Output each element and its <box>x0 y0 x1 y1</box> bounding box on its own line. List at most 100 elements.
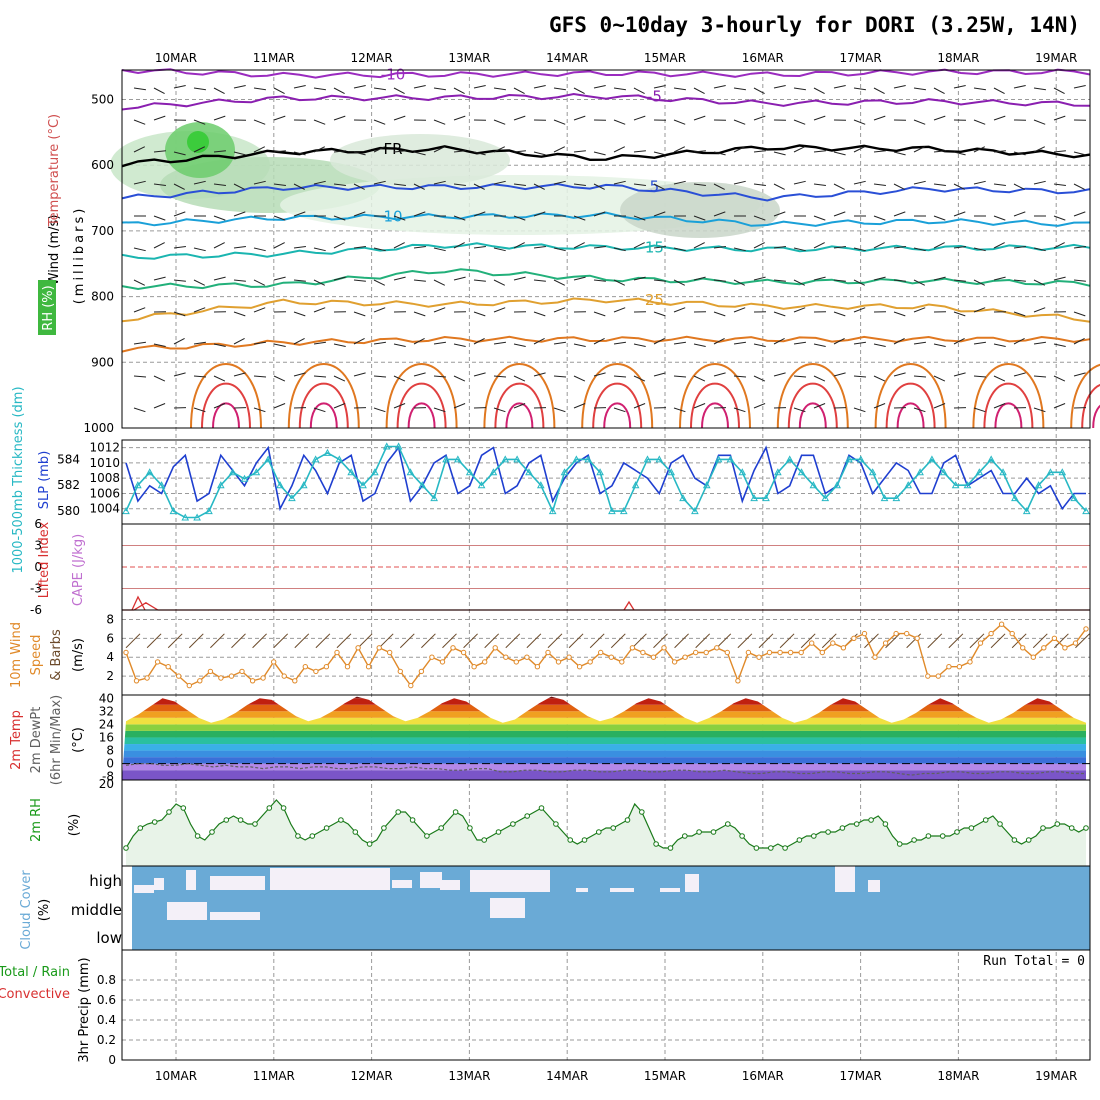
rh-point <box>925 833 932 839</box>
temp-contour-label: -5 <box>647 87 662 105</box>
wind-barb <box>293 246 306 249</box>
wind-barb <box>293 211 306 217</box>
wind-barb <box>673 307 686 313</box>
wind-barb <box>933 87 945 95</box>
temp-tick: 16 <box>99 731 114 745</box>
wind10m-point <box>207 668 214 675</box>
wind-barb <box>313 279 326 286</box>
wind-barb <box>793 87 806 91</box>
wind-barb <box>873 375 886 382</box>
temp-contour-label: 15 <box>645 238 664 256</box>
wind-barb <box>453 276 466 281</box>
thickness-point <box>216 481 225 489</box>
wind10m-barb <box>632 633 647 649</box>
rh-point <box>252 821 258 827</box>
wind-barb <box>933 183 946 186</box>
wind-barb <box>1053 276 1066 281</box>
thickness-tick: 580 <box>57 504 80 518</box>
rh-point <box>610 825 617 831</box>
slp-tick: 1006 <box>89 486 120 500</box>
rh-unit-label: (%) <box>67 814 82 837</box>
wind-barb <box>633 115 646 121</box>
thickness-point <box>252 468 261 476</box>
wind-barb <box>193 407 206 413</box>
wind10m-barb <box>125 633 141 649</box>
wind-barb <box>433 307 446 313</box>
wind-barb <box>1033 247 1046 252</box>
wind-barb <box>733 407 746 413</box>
temp-tick: 32 <box>99 704 114 718</box>
wind-barb <box>433 247 446 252</box>
wind-barb <box>653 372 666 377</box>
wind10m-point <box>239 668 245 675</box>
wind-barb <box>553 375 567 378</box>
wind-barb <box>173 151 186 156</box>
thickness-point <box>809 481 818 489</box>
li-tick: -3 <box>30 582 42 596</box>
wind10m-point <box>313 668 319 675</box>
wind-barb <box>233 211 246 217</box>
thickness-point <box>702 481 711 489</box>
wind10m-point <box>408 682 414 689</box>
wind-barb <box>773 211 786 217</box>
wind-barb <box>873 343 886 347</box>
wind-barb <box>313 375 327 378</box>
wind-barb <box>173 246 186 249</box>
wind-barb <box>533 183 545 190</box>
wind-barb <box>973 279 986 286</box>
rh-point <box>825 829 831 835</box>
wind-barb <box>1033 407 1046 413</box>
diurnal-loop <box>690 382 740 429</box>
wind-barb <box>153 276 166 281</box>
wind10m-barb <box>737 633 753 649</box>
wind-barb <box>833 211 846 217</box>
temp-contour-line <box>121 335 1091 353</box>
wind10m-barb <box>547 633 563 649</box>
wind-barb <box>333 150 346 153</box>
wind-barb <box>793 307 806 313</box>
wind-barb <box>373 307 386 313</box>
wind-barb <box>673 247 686 252</box>
wind-barb <box>193 87 206 91</box>
speed-label: Speed <box>29 635 44 676</box>
wind10m-point <box>872 654 878 660</box>
wind-unit-label: (m/s) <box>71 638 86 672</box>
thickness-point <box>525 468 533 476</box>
wind-barb <box>573 215 586 221</box>
wind-barb <box>653 337 665 345</box>
wind-barb <box>933 215 946 221</box>
wind-barb <box>673 146 686 153</box>
rh-point <box>495 829 502 835</box>
wind-barb <box>1053 150 1066 153</box>
wind-barb <box>893 311 906 317</box>
wind-barb <box>913 407 926 413</box>
wind-barb <box>153 403 166 409</box>
wind10m-point <box>566 654 572 660</box>
rh-point <box>309 833 316 839</box>
wind-barb <box>1033 119 1046 125</box>
thickness-point <box>584 455 593 463</box>
wind-barb <box>1073 85 1086 89</box>
wind-barb <box>1073 246 1086 249</box>
wind-barb <box>713 337 725 345</box>
temp-band <box>122 698 1086 705</box>
cloud-gap <box>186 870 196 890</box>
wind-barb <box>433 341 446 345</box>
thickness-point <box>939 468 948 476</box>
wind-barb <box>533 311 546 317</box>
wind-barb <box>813 242 825 249</box>
rh-point <box>968 825 975 831</box>
wind-barb <box>573 150 586 153</box>
diurnal-loop <box>212 402 240 429</box>
diurnal-loop <box>494 382 545 429</box>
wind10m-barb <box>399 633 415 649</box>
temp-band <box>122 724 1086 731</box>
wind-barb <box>573 403 586 409</box>
wind-barb <box>773 246 786 249</box>
thickness-point <box>1046 468 1055 476</box>
wind-barb <box>593 183 605 190</box>
wind-barb <box>673 407 686 413</box>
wind-barb <box>973 307 986 313</box>
thickness-point <box>655 455 664 463</box>
wind-barb <box>773 279 786 282</box>
